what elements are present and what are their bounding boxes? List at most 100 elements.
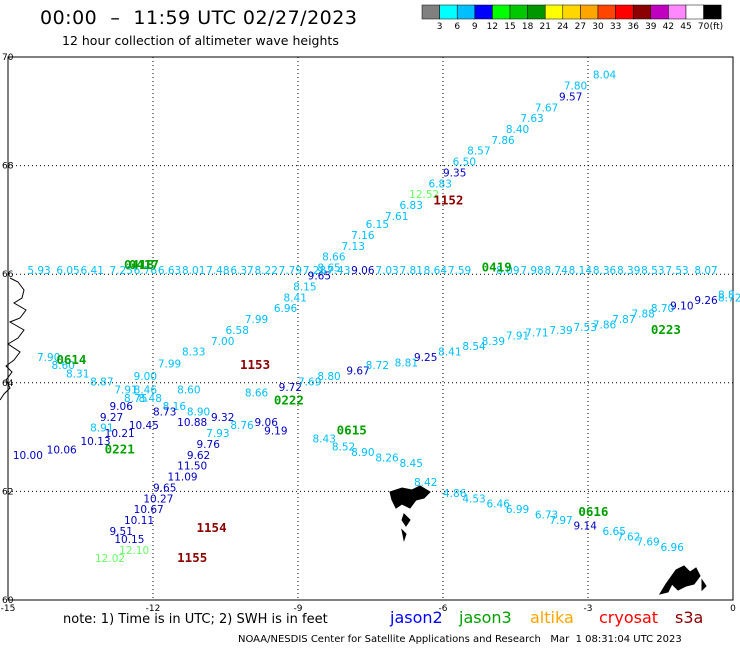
wave-height-label: 8.42 xyxy=(414,477,437,489)
pass-time-label: 0417 xyxy=(129,257,159,272)
pass-time-label: 0614 xyxy=(56,352,86,367)
legend-swatch xyxy=(632,4,652,20)
pass-time-label: 0221 xyxy=(105,441,135,456)
wave-height-label: 10.13 xyxy=(81,436,111,448)
wave-height-label: 9.25 xyxy=(414,352,437,364)
wave-height-label: 8.91 xyxy=(90,423,113,435)
wave-height-label: 8.53 xyxy=(641,265,664,277)
wave-height-label: 7.67 xyxy=(535,102,558,114)
wave-height-label: 8.66 xyxy=(322,252,346,264)
wave-height-label: 8.39 xyxy=(482,336,505,348)
credit-line: NOAA/NESDIS Center for Satellite Applica… xyxy=(238,634,682,645)
wave-height-label: 9.76 xyxy=(197,439,221,451)
pass-time-label: 0616 xyxy=(578,504,608,519)
legend-swatch xyxy=(668,4,687,20)
wave-height-label: 9.26 xyxy=(694,295,718,307)
wave-height-label: 9.72 xyxy=(279,382,302,394)
wave-height-label: 8.14 xyxy=(569,265,593,277)
wave-height-label: 6.65 xyxy=(603,526,626,538)
wave-height-label: 7.98 xyxy=(520,265,543,277)
wave-height-label: 10.88 xyxy=(177,417,207,429)
wave-height-label: 8.73 xyxy=(153,406,176,418)
legend-tick-label: 3 xyxy=(437,22,443,32)
wave-height-label: 7.62 xyxy=(617,531,640,543)
wave-height-label: 9.00 xyxy=(134,371,157,383)
wave-height-label: 9.65 xyxy=(308,271,331,283)
lat-tick-label: 68 xyxy=(2,162,14,172)
wave-height-label: 10.21 xyxy=(105,428,135,440)
legend-swatch xyxy=(527,4,546,20)
wave-height-label: 8.40 xyxy=(506,124,529,136)
wave-height-label: 6.73 xyxy=(535,510,558,522)
legend-tick-label: 6 xyxy=(454,22,460,32)
legend-unit: (ft) xyxy=(710,22,724,32)
wave-height-label: 7.99 xyxy=(245,314,268,326)
legend-tick-label: 42 xyxy=(663,22,674,32)
shetland-islands-icon xyxy=(658,565,707,595)
wave-height-label: 9.32 xyxy=(211,412,234,424)
wave-height-label: 8.87 xyxy=(90,377,113,389)
legend-tick-label: 12 xyxy=(487,22,498,32)
wave-height-label: 7.28 xyxy=(303,265,326,277)
legend-tick-label: 24 xyxy=(557,22,569,32)
legend-swatch xyxy=(597,4,616,20)
wave-height-label: 7.03 xyxy=(375,265,398,277)
wave-height-label: 7.00 xyxy=(211,336,234,348)
wave-height-label: 8.36 xyxy=(593,265,617,277)
wave-height-label: 9.57 xyxy=(559,91,582,103)
wave-height-label: 7.80 xyxy=(564,81,587,93)
wave-height-label: 8.15 xyxy=(293,281,316,293)
legend-jason3: jason3 xyxy=(459,608,512,627)
wave-height-label: 7.91 xyxy=(506,330,529,342)
wave-height-label: 6.37 xyxy=(230,265,253,277)
legend-tick-label: 36 xyxy=(627,22,639,32)
pass-time-label: 1155 xyxy=(177,550,207,565)
wave-height-label: 8.45 xyxy=(400,458,423,470)
wave-height-label: 12.52 xyxy=(409,189,439,201)
wave-height-label: 7.91 xyxy=(114,385,137,397)
wave-height-label: 9.06 xyxy=(110,401,134,413)
legend-tick-label: 21 xyxy=(539,22,550,32)
pass-time-label: 0222 xyxy=(274,393,304,408)
wave-height-label: 8.46 xyxy=(134,385,158,397)
wave-height-label: 8.39 xyxy=(617,265,640,277)
wave-height-label: 7.16 xyxy=(351,230,375,242)
lon-tick-label: -3 xyxy=(584,604,593,614)
legend-swatch xyxy=(439,4,458,20)
wave-height-label: 7.69 xyxy=(636,537,659,549)
wave-height-label: 8.48 xyxy=(139,393,162,405)
wave-height-label: 4.86 xyxy=(443,488,467,500)
lon-tick-label: -6 xyxy=(439,604,448,614)
wave-height-label: 8.60 xyxy=(52,360,75,372)
wave-height-label: 6.96 xyxy=(274,303,298,315)
wave-height-label: 7.79 xyxy=(279,265,302,277)
wave-height-label: 10.15 xyxy=(114,534,144,546)
wave-height-label: 7.25 xyxy=(110,265,133,277)
lat-tick-label: 66 xyxy=(2,270,14,280)
wave-height-label: 7.88 xyxy=(632,309,655,321)
wave-height-label: 9.65 xyxy=(153,482,176,494)
wave-height-label: 8.60 xyxy=(177,385,200,397)
wave-height-label: 10.11 xyxy=(124,515,154,527)
wave-height-label: 9.67 xyxy=(346,366,369,378)
wave-height-label: 7.87 xyxy=(612,314,635,326)
legend-tick-label: 9 xyxy=(472,22,478,32)
wave-height-label: 6.76 xyxy=(134,265,158,277)
wave-height-label: 8.04 xyxy=(593,70,617,82)
wave-height-label: 8.72 xyxy=(366,360,389,372)
wave-height-label: 11.50 xyxy=(177,461,207,473)
wave-height-label: 7.99 xyxy=(158,359,181,371)
faroe-islands-icon xyxy=(389,485,431,542)
wave-height-label: 6.05 xyxy=(56,265,79,277)
wave-height-label: 10.06 xyxy=(47,444,77,456)
wave-height-label: 8.07 xyxy=(694,265,717,277)
lon-tick-label: 0 xyxy=(730,604,736,614)
wave-height-label: 7.61 xyxy=(385,211,408,223)
pass-time-label: 1154 xyxy=(197,520,227,535)
wave-height-label: 7.81 xyxy=(400,265,423,277)
legend-swatch xyxy=(421,4,440,20)
wave-height-label: 8.16 xyxy=(163,401,187,413)
wave-height-label: 9.06 xyxy=(255,417,279,429)
wave-height-label: 12.02 xyxy=(95,553,125,565)
